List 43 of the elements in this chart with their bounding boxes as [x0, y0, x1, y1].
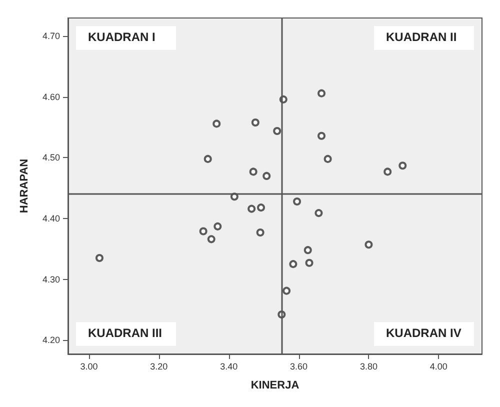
point: [384, 168, 392, 176]
point: [282, 286, 291, 295]
y-tick-label: 4.20: [42, 335, 60, 346]
point: [318, 89, 326, 98]
point: [314, 209, 323, 218]
annotation: KUADRAN III: [88, 326, 162, 340]
point: [95, 254, 104, 262]
x-tick-label: 3.00: [80, 362, 98, 372]
point: [214, 222, 222, 230]
x-axis-title: KINERJA: [250, 380, 300, 392]
x-tick-label: 4.00: [430, 362, 448, 372]
x-tick-label: 3.60: [290, 362, 308, 372]
point: [398, 162, 407, 170]
annotation: KUADRAN I: [88, 30, 156, 44]
point: [199, 227, 208, 236]
y-axis-title: HARAPAN: [18, 158, 30, 214]
y-tick-label: 4.30: [42, 274, 60, 284]
annotation: KUADRAN II: [386, 30, 457, 44]
point: [262, 172, 271, 180]
x-tick-label: 3.40: [220, 362, 238, 372]
point: [248, 204, 256, 213]
point: [249, 168, 258, 176]
y-tick-label: 4.60: [42, 92, 60, 102]
point: [207, 235, 216, 244]
y-tick-label: 4.70: [42, 31, 60, 42]
point: [257, 204, 266, 212]
point: [251, 118, 260, 127]
point: [273, 127, 282, 136]
x-tick-label: 3.20: [150, 362, 168, 372]
point: [324, 154, 332, 163]
point: [364, 240, 373, 249]
point: [318, 132, 326, 140]
y-tick-label: 4.50: [42, 152, 60, 163]
point: [204, 154, 212, 163]
point: [256, 228, 264, 236]
point: [293, 197, 302, 206]
x-tick-label: 3.80: [360, 362, 378, 372]
y-tick-label: 4.40: [42, 214, 60, 224]
annotation: KUADRAN IV: [386, 326, 462, 340]
point: [289, 260, 298, 268]
point: [212, 120, 221, 128]
point: [305, 258, 314, 267]
point: [304, 246, 312, 254]
